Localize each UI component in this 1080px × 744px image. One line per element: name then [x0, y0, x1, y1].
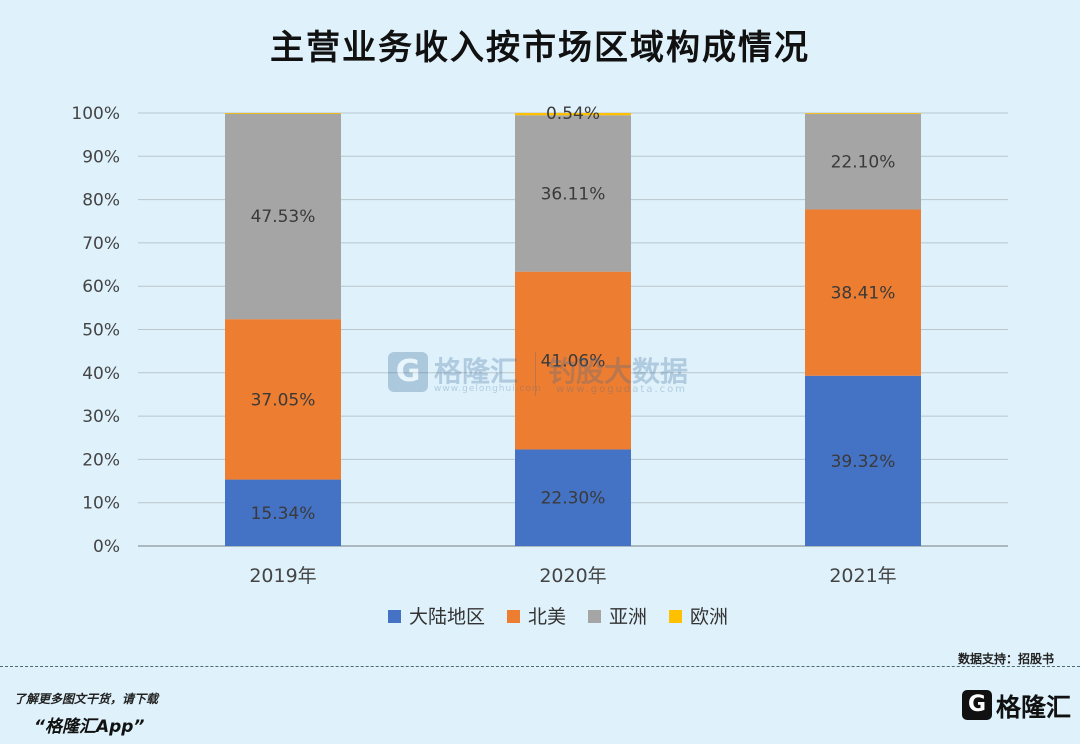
footer-logo: G 格隆汇 — [962, 688, 1072, 734]
bar-segment — [515, 449, 631, 546]
y-tick-label: 20% — [82, 450, 120, 470]
bar-segment — [225, 113, 341, 114]
data-label: 22.30% — [541, 489, 606, 509]
watermark-data-brand: 钓股大数据 — [548, 355, 689, 388]
watermark-data-url: www.gogudata.com — [556, 384, 688, 395]
legend-swatch — [507, 610, 520, 623]
data-label: 41.06% — [541, 352, 606, 372]
footer-app-name: “格隆汇App” — [34, 717, 145, 737]
y-tick-label: 90% — [82, 147, 120, 167]
data-label: 36.11% — [541, 184, 606, 204]
bar-segment — [225, 113, 341, 320]
y-tick-label: 80% — [82, 191, 120, 211]
x-category-label: 2021年 — [829, 565, 896, 587]
bar-segment — [515, 271, 631, 450]
footer-logo-icon: G — [962, 690, 992, 720]
data-label: 22.10% — [831, 153, 896, 173]
y-tick-label: 70% — [82, 234, 120, 254]
bar-segment — [805, 375, 921, 546]
y-tick-label: 100% — [71, 104, 120, 124]
watermark-logo-icon: G — [388, 352, 428, 392]
x-category-label: 2020年 — [539, 565, 606, 587]
watermark: G 格隆汇 www.gelonghui.com 钓股大数据 www.goguda… — [388, 350, 708, 400]
legend-label: 欧洲 — [690, 606, 728, 628]
data-source: 数据支持：招股书 — [957, 652, 1054, 666]
legend-label: 亚洲 — [609, 606, 647, 628]
watermark-brand-url: www.gelonghui.com — [434, 384, 542, 394]
footer-hint: 了解更多图文干货，请下载 — [14, 692, 159, 706]
data-label: 0.54% — [546, 104, 600, 124]
bar-segment — [805, 209, 921, 376]
bar-segment — [225, 319, 341, 480]
y-tick-label: 40% — [82, 364, 120, 384]
bar-segment — [805, 113, 921, 114]
data-label: 47.53% — [251, 207, 316, 227]
footer-logo-text: 格隆汇 — [996, 693, 1072, 722]
chart-title: 主营业务收入按市场区域构成情况 — [270, 28, 810, 68]
legend-label: 大陆地区 — [409, 606, 485, 628]
bar-segment — [515, 112, 631, 116]
y-tick-label: 10% — [82, 494, 120, 514]
data-label: 38.41% — [831, 284, 896, 304]
bar-segment — [515, 115, 631, 272]
data-label: 37.05% — [251, 390, 316, 410]
watermark-brand: 格隆汇 — [434, 355, 519, 388]
watermark-divider — [535, 352, 536, 396]
y-tick-label: 30% — [82, 407, 120, 427]
y-tick-label: 60% — [82, 277, 120, 297]
data-label: 39.32% — [831, 452, 896, 472]
legend-swatch — [669, 610, 682, 623]
legend-label: 北美 — [528, 606, 566, 628]
legend-swatch — [388, 610, 401, 623]
legend-swatch — [588, 610, 601, 623]
y-tick-label: 50% — [82, 321, 120, 341]
bar-segment — [805, 113, 921, 210]
y-tick-label: 0% — [93, 537, 120, 557]
data-label: 15.34% — [251, 504, 316, 524]
x-category-label: 2019年 — [249, 565, 316, 587]
footer-divider — [0, 666, 1080, 667]
bar-segment — [225, 479, 341, 546]
